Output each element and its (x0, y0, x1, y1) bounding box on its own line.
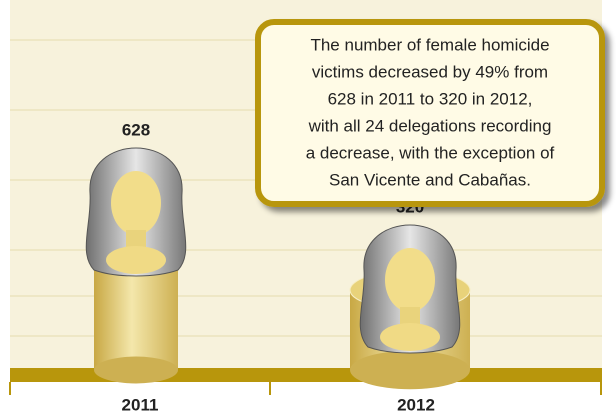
figure-head (85, 147, 187, 277)
x-tick-label: 2011 (122, 395, 159, 414)
neck (126, 230, 146, 248)
shoulders (106, 246, 166, 274)
figure-head (359, 224, 461, 354)
x-tick-label: 2012 (397, 395, 435, 414)
neck (400, 307, 420, 325)
annotation-line: 628 in 2011 to 320 in 2012, (328, 89, 533, 108)
bar-bottom (350, 350, 470, 390)
annotation-box (255, 19, 605, 207)
face (385, 248, 435, 312)
face (111, 171, 161, 235)
bar-bottom (94, 356, 178, 384)
annotation-line: San Vicente and Cabañas. (329, 170, 531, 189)
shoulders (380, 323, 440, 351)
annotation: The number of female homicide victims dec… (255, 19, 605, 207)
annotation-line: The number of female homicide (310, 35, 549, 54)
annotation-line: a decrease, with the exception of (306, 143, 555, 162)
value-label: 628 (122, 120, 150, 139)
annotation-line: with all 24 delegations recording (308, 116, 552, 135)
annotation-line: victims decreased by 49% from (312, 62, 548, 81)
